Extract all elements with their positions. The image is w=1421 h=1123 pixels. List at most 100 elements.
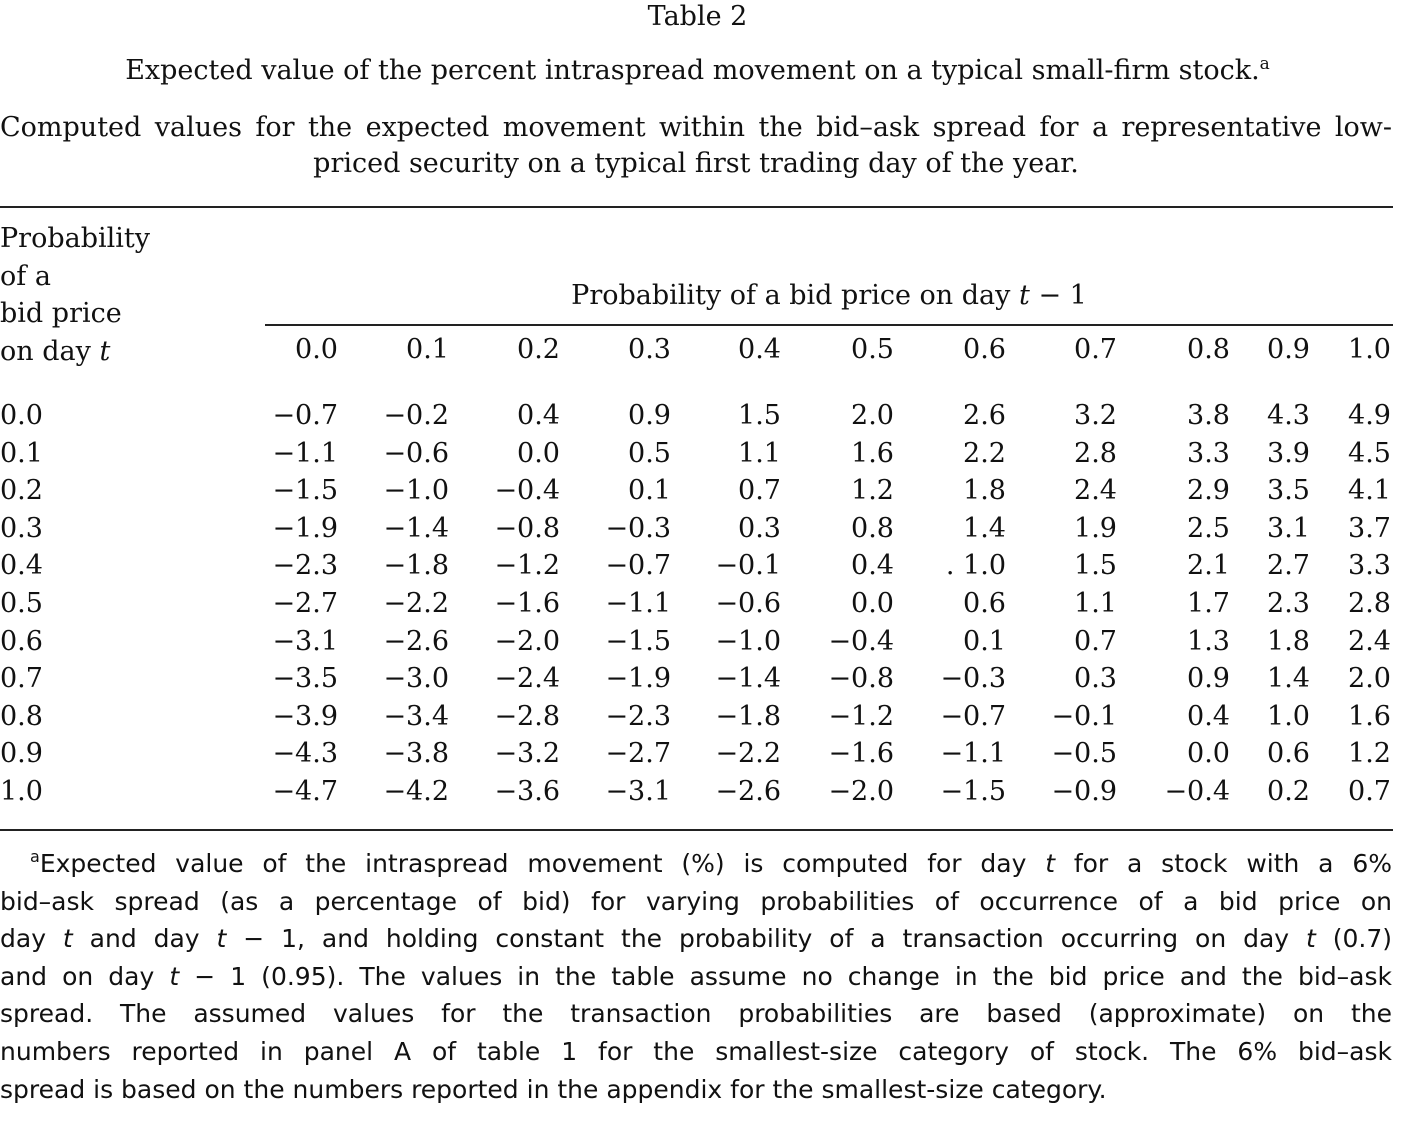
table-cell: 3.2 [1074,400,1117,431]
footnote-line: aExpected value of the intraspread movem… [30,847,1392,879]
table-cell: 4.5 [1348,437,1391,469]
table-cell: −2.6 [383,625,449,657]
column-header: 0.9 [1267,334,1310,365]
table-cell: 3.1 [1267,512,1310,544]
table-cell: −2.6 [715,776,781,807]
table-title-text: Expected value of the percent intrasprea… [125,55,1260,86]
table-cell: −4.2 [383,776,449,807]
table-cell: −3.6 [494,776,560,807]
table-cell: 0.4 [851,550,894,582]
table-cell: 0.7 [738,475,781,507]
column-header: 0.6 [963,334,1006,365]
table-cell: −0.7 [605,550,671,582]
table-cell: 0.7 [1348,776,1391,807]
table-cell: −2.7 [272,588,338,619]
table-number: Table 2 [647,1,748,32]
table-cell: 0.4 [1187,700,1230,732]
top-rule [0,206,1393,208]
table-cell: 1.8 [963,475,1006,507]
table-cell: −0.2 [383,400,449,431]
column-header: 0.2 [517,334,560,365]
table-cell: −1.2 [494,550,560,582]
table-cell: −3.4 [383,700,449,732]
table-cell: −1.2 [828,700,894,732]
stub-header: Probability of a bid price on day t [0,220,240,370]
table-cell: 3.3 [1348,550,1391,582]
table-cell: 4.3 [1267,400,1310,431]
table-cell: 4.1 [1348,475,1391,507]
table-footnote: aExpected value of the intraspread movem… [0,845,1392,1108]
table-cell: −0.7 [272,400,338,431]
column-header: 0.7 [1074,334,1117,365]
row-label: 0.3 [0,512,43,544]
table-cell: −3.2 [494,738,560,770]
stub-header-line: on day t [0,335,111,367]
stub-header-line: bid price [0,298,122,329]
table-cell: −3.9 [272,700,338,732]
table-cell: −4.3 [272,738,338,770]
table-cell: 0.8 [851,512,894,544]
table-cell: −0.9 [1051,776,1117,807]
table-cell: 1.4 [963,512,1006,544]
table-cell: 0.0 [1187,738,1230,770]
table-cell: 2.7 [1267,550,1310,582]
table-cell: 0.9 [1187,663,1230,695]
row-label: 0.8 [0,700,43,732]
table-cell: 2.9 [1187,475,1230,507]
table-cell: 3.3 [1187,437,1230,469]
table-cell: −1.6 [494,588,560,619]
table-cell: 2.6 [963,400,1006,431]
table-cell: 2.1 [1187,550,1230,582]
table-cell: 0.1 [963,625,1006,657]
column-header: 0.5 [851,334,894,365]
title-note-marker: a [1259,54,1270,74]
table-cell: −1.0 [715,625,781,657]
footnote-line: day t and day t − 1, and holding constan… [0,924,1393,954]
column-header: 0.1 [406,334,449,365]
footnote-line: spread is based on the numbers reported … [0,1074,1107,1104]
table-cell: −0.5 [1051,738,1117,770]
table-cell: 3.7 [1348,512,1391,544]
table-cell: −1.1 [272,437,338,469]
table-cell: −0.6 [383,437,449,469]
table-cell: −2.3 [605,700,671,732]
table-cell: −2.3 [272,550,338,582]
table-cell: 1.5 [738,400,781,431]
table-cell: 2.5 [1187,512,1230,544]
table-cell: −0.4 [1164,776,1230,807]
table-cell: 0.0 [851,588,894,619]
table-cell: −1.1 [605,588,671,619]
table-cell: . 1.0 [945,550,1006,582]
table-cell: 1.2 [1348,738,1391,770]
table-cell: −1.1 [940,738,1006,770]
table-cell: 0.1 [628,475,671,507]
table-cell: 2.3 [1267,588,1310,619]
table-cell: 2.8 [1074,437,1117,469]
column-header: 1.0 [1348,334,1391,365]
row-label: 0.4 [0,550,43,582]
table-cell: −2.2 [383,588,449,619]
table-cell: −0.1 [1051,700,1117,732]
table-cell: −1.9 [272,512,338,544]
row-label: 0.9 [0,738,43,770]
footnote-line: and on day t − 1 (0.95). The values in t… [0,961,1393,991]
table-cell: −2.0 [494,625,560,657]
table-cell: −1.9 [605,663,671,695]
table-cell: −1.6 [828,738,894,770]
footnote-line: bid–ask spread (as a percentage of bid) … [0,886,1392,916]
table-cell: −0.6 [715,588,781,619]
bottom-rule [0,829,1393,831]
table-title: Expected value of the percent intrasprea… [0,54,1395,88]
column-header: 0.0 [295,334,338,365]
table-cell: −1.8 [715,700,781,732]
row-label: 1.0 [0,776,43,807]
footnote-marker: a [30,847,40,866]
table-cell: 0.5 [628,437,671,469]
footnote-line: numbers reported in panel A of table 1 f… [0,1036,1392,1066]
column-header: 0.3 [628,334,671,365]
stub-header-line: Probability [0,223,151,254]
table-cell: −1.4 [383,512,449,544]
table-cell: 2.0 [851,400,894,431]
table-cell: −3.5 [272,663,338,695]
